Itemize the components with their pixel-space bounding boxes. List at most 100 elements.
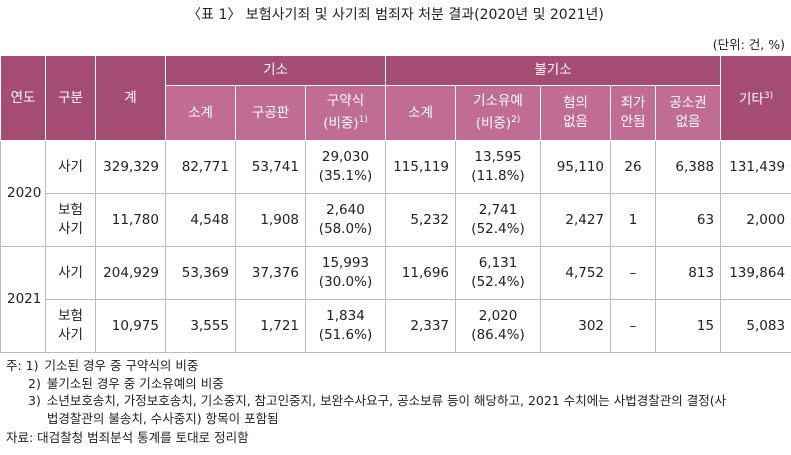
value-cell: 813 bbox=[655, 246, 722, 300]
cell-text: 보험 bbox=[58, 308, 83, 324]
cell-text: 3,555 bbox=[190, 317, 229, 334]
type-cell: 사기 bbox=[45, 246, 96, 300]
cell-text: 구공판 bbox=[251, 104, 290, 121]
value-cell: 53,369 bbox=[165, 246, 236, 300]
cell-text: (30.0%) bbox=[318, 274, 373, 290]
header-text: 기타 bbox=[739, 91, 764, 108]
value-cell: 63 bbox=[655, 193, 722, 247]
body-row: 보험 사기 11,780 4,548 1,908 2,640 (58.0%) 5,232 2,7… bbox=[1, 193, 791, 247]
note: 주: 1) 기소된 경우 중 구약식의 비중 bbox=[6, 357, 726, 375]
value-cell: 1,908 bbox=[235, 193, 306, 247]
header-cell: 죄가 안됨 bbox=[610, 85, 657, 141]
cell-text: 11,780 bbox=[111, 211, 159, 228]
cell-text: 26 bbox=[624, 158, 642, 175]
value-cell: 10,975 bbox=[95, 299, 166, 353]
value-cell: 1 bbox=[610, 193, 657, 247]
cell-text: 1 bbox=[628, 211, 638, 228]
cell-text: 204,929 bbox=[103, 264, 159, 281]
cell-text: (35.1%) bbox=[318, 168, 373, 184]
value-cell: 6,388 bbox=[655, 140, 722, 194]
header-cell: 불기소 bbox=[385, 55, 722, 86]
value-cell: 6,131 (52.4%) bbox=[455, 246, 542, 300]
cell-text: 6,131 bbox=[478, 255, 518, 271]
value-cell: 5,083 bbox=[720, 299, 791, 353]
note-marker: 2) bbox=[28, 375, 41, 391]
note-line: 법경찰관의 불송치, 수사중지) 항목이 포함됨 bbox=[46, 410, 279, 426]
cell-text: 2,741 bbox=[478, 202, 518, 218]
cell-text: 안됨 bbox=[620, 114, 646, 130]
value-cell: 204,929 bbox=[95, 246, 166, 300]
cell-text: 813 bbox=[688, 264, 715, 281]
header-cell: 기타3) bbox=[720, 55, 791, 141]
cell-text: 2,000 bbox=[746, 211, 786, 228]
value-cell: 26 bbox=[610, 140, 657, 194]
cell-text: – bbox=[629, 317, 637, 334]
cell-text: (비중) bbox=[323, 115, 359, 132]
value-cell: 15,993 (30.0%) bbox=[304, 246, 387, 300]
header-cell: 공소권 없음 bbox=[655, 85, 722, 141]
header-text: 연도 bbox=[10, 89, 36, 106]
value-cell: 131,439 bbox=[720, 140, 791, 194]
header-text: 기소 bbox=[263, 62, 288, 78]
value-cell: – bbox=[610, 246, 657, 300]
source: 자료: 대검찰청 범죄분석 통계를 토대로 정리함 bbox=[6, 430, 249, 445]
cell-text: 10,975 bbox=[111, 317, 159, 334]
cell-text: (11.8%) bbox=[471, 168, 525, 184]
cell-text: 5,232 bbox=[410, 211, 450, 228]
cell-text: 95,110 bbox=[556, 158, 605, 175]
value-cell: 4,752 bbox=[540, 246, 612, 300]
cell-text: 82,771 bbox=[181, 158, 229, 175]
cell-text: 11,696 bbox=[401, 264, 450, 281]
unit-label: (단위: 건, %) bbox=[712, 37, 785, 52]
note-line: 불기소된 경우 중 기소유예의 비중 bbox=[46, 375, 224, 391]
cell-text: 5,083 bbox=[746, 317, 786, 334]
header-cell: 소계 bbox=[165, 85, 236, 141]
note-text: 기소된 경우 중 구약식의 비중 bbox=[45, 357, 199, 375]
cell-text: (비중) bbox=[475, 115, 512, 132]
value-cell: 115,119 bbox=[385, 140, 457, 194]
header-cell: 계 bbox=[95, 55, 166, 141]
note-line: 기소된 경우 중 구약식의 비중 bbox=[44, 358, 199, 373]
value-cell: 1,721 bbox=[235, 299, 306, 353]
value-cell: 29,030 (35.1%) bbox=[304, 140, 387, 194]
cell-text: 기소유예 bbox=[473, 93, 523, 110]
header-cell: 기소 bbox=[164, 55, 387, 86]
year-cell: 2021 bbox=[0, 246, 46, 353]
note-marker: 주: 1) bbox=[6, 358, 39, 373]
cell-text: – bbox=[629, 264, 637, 281]
year-cell: 2020 bbox=[0, 140, 46, 247]
cell-text: 329,329 bbox=[103, 158, 159, 175]
value-cell: 53,741 bbox=[235, 140, 306, 194]
value-cell: 15 bbox=[655, 299, 722, 353]
header-text: 계 bbox=[124, 89, 137, 106]
value-cell: 2,640 (58.0%) bbox=[304, 193, 387, 247]
value-cell: 2,337 bbox=[385, 299, 457, 353]
cell-text: 보험 bbox=[58, 202, 83, 218]
cell-text: 2,020 bbox=[478, 308, 518, 324]
cell-text: (58.0%) bbox=[318, 221, 373, 237]
header-text: 불기소 bbox=[534, 62, 572, 78]
header-cell: 구분 bbox=[45, 55, 96, 141]
value-cell: 13,595 (11.8%) bbox=[455, 140, 542, 194]
cell-text: 131,439 bbox=[729, 158, 786, 175]
cell-text: 53,369 bbox=[181, 264, 229, 281]
data-table: 연도 구분 계 기소 불기소 기타3) 소계 구공판 구약식 (비중)1) 소계 기소유예 (비중)2)… bbox=[0, 55, 791, 353]
value-cell: 11,780 bbox=[95, 193, 166, 247]
value-cell: 11,696 bbox=[385, 246, 457, 300]
header-text: 구분 bbox=[58, 89, 83, 106]
note-marker: 3) bbox=[28, 393, 41, 408]
body-row: 2021 사기 204,929 53,369 37,376 15,993 (30.0%) 11… bbox=[0, 246, 791, 353]
notes: 주: 1) 기소된 경우 중 구약식의 비중 2) 불기소된 경우 중 기소유예의 비… bbox=[6, 357, 726, 447]
cell-text: 4,548 bbox=[190, 211, 229, 228]
cell-text: (52.4%) bbox=[471, 274, 525, 290]
note-text: 불기소된 경우 중 기소유예의 비중 bbox=[47, 375, 224, 393]
cell-text: 139,864 bbox=[729, 264, 786, 281]
cell-text: 1,908 bbox=[260, 211, 299, 228]
cell-text: 없음 bbox=[675, 114, 701, 130]
cell-text: 2020 bbox=[7, 185, 42, 201]
cell-text: 혐의 bbox=[563, 95, 588, 111]
cell-text: 소계 bbox=[408, 104, 433, 121]
value-cell: 3,555 bbox=[165, 299, 236, 353]
cell-text: 13,595 bbox=[474, 149, 522, 165]
